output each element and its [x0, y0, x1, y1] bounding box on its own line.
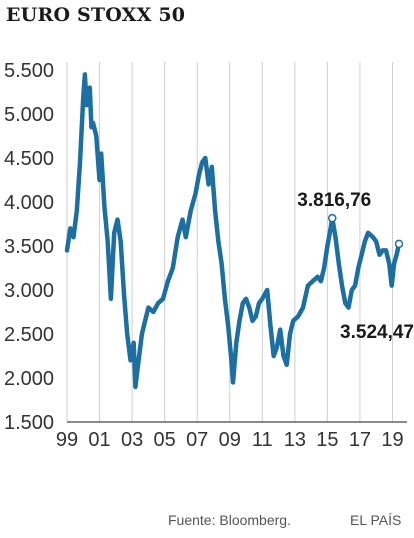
- x-tick-label: 07: [186, 429, 208, 451]
- x-tick-label: 03: [121, 429, 143, 451]
- x-tick-label: 13: [284, 429, 306, 451]
- x-tick-label: 05: [154, 429, 176, 451]
- y-tick-label: 3.000: [4, 280, 54, 302]
- y-tick-label: 4.000: [4, 192, 54, 214]
- x-tick-label: 99: [56, 429, 78, 451]
- x-tick-label: 01: [88, 429, 110, 451]
- y-tick-label: 5.000: [4, 104, 54, 126]
- annotation-marker: [394, 239, 404, 249]
- y-tick-label: 4.500: [4, 148, 54, 170]
- x-tick-label: 15: [316, 429, 338, 451]
- x-tick-label: 19: [381, 429, 403, 451]
- x-tick-label: 11: [252, 429, 273, 451]
- y-tick-label: 5.500: [4, 60, 54, 82]
- chart-title: EURO STOXX 50: [6, 4, 186, 26]
- y-tick-label: 3.500: [4, 236, 54, 258]
- annotation-label: 3.816,76: [297, 190, 371, 211]
- y-tick-label: 2.500: [4, 324, 54, 346]
- source-note: Fuente: Bloomberg.: [168, 512, 291, 528]
- series-line: [64, 72, 402, 390]
- y-tick-label: 1.500: [4, 412, 54, 434]
- y-tick-label: 2.000: [4, 368, 54, 390]
- annotation-label: 3.524,47: [340, 322, 414, 343]
- annotation-marker: [328, 213, 337, 223]
- publisher-brand: EL PAÍS: [350, 512, 402, 528]
- x-tick-label: 17: [349, 429, 371, 451]
- x-tick-label: 09: [219, 429, 241, 451]
